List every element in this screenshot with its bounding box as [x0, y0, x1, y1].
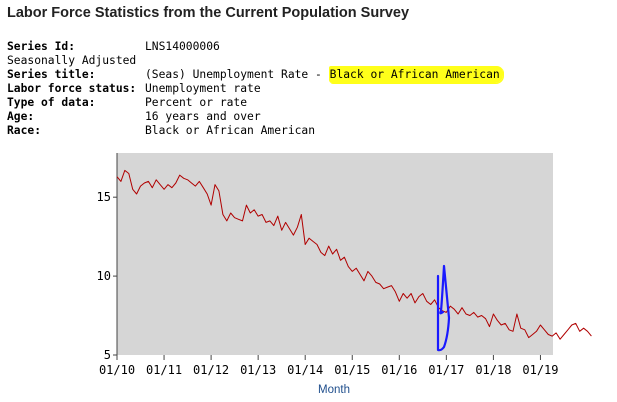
x-tick-label: 01/16 [381, 363, 417, 377]
x-tick-label: 01/11 [146, 363, 182, 377]
series-title-value: (Seas) Unemployment Rate - Black or Afri… [145, 66, 503, 83]
x-tick-label: 01/17 [428, 363, 464, 377]
plot-area [117, 153, 553, 355]
y-tick-label: 15 [97, 190, 111, 204]
age-label: Age: [7, 110, 35, 123]
x-axis-label: Month [318, 384, 350, 396]
x-tick-label: 01/12 [193, 363, 229, 377]
x-tick-label: 01/15 [334, 363, 370, 377]
y-tick-label: 10 [97, 269, 111, 283]
x-tick-label: 01/14 [287, 363, 323, 377]
series-line [116, 169, 592, 340]
adjustment-label: Seasonally Adjusted [7, 54, 137, 67]
page-title: Labor Force Statistics from the Current … [7, 5, 410, 21]
age-value: 16 years and over [145, 110, 261, 123]
x-tick-label: 01/18 [475, 363, 511, 377]
type-of-data-label: Type of data: [7, 96, 96, 109]
y-tick-label: 5 [104, 348, 111, 362]
series-id-value: LNS14000006 [145, 40, 220, 53]
x-tick-label: 01/19 [522, 363, 558, 377]
labor-force-status-value: Unemployment rate [145, 82, 261, 95]
race-value: Black or African American [145, 124, 316, 137]
series-title-label: Series title: [7, 68, 96, 81]
series-title-prefix: (Seas) Unemployment Rate - [145, 68, 329, 81]
type-of-data-value: Percent or rate [145, 96, 248, 109]
series-title-highlight: Black or African American [328, 66, 503, 83]
x-tick-label: 01/10 [99, 363, 135, 377]
series-id-label: Series Id: [7, 40, 76, 53]
blue-scribble-annotation [436, 264, 451, 352]
x-tick-label: 01/13 [240, 363, 276, 377]
labor-force-status-label: Labor force status: [7, 82, 137, 95]
race-label: Race: [7, 124, 42, 137]
